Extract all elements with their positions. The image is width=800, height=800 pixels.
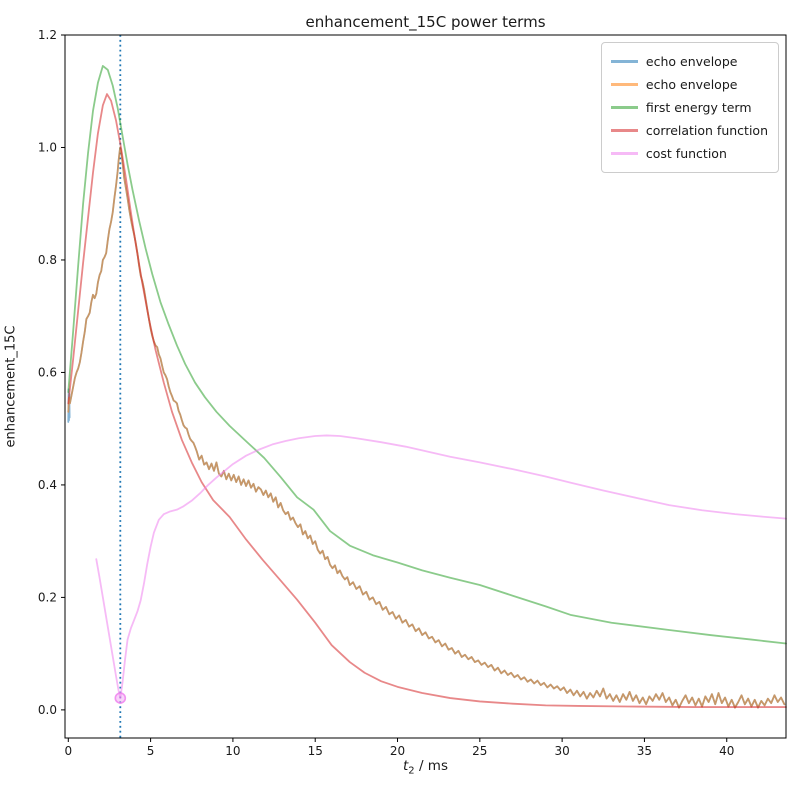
x-axis-label: t2 / ms — [65, 758, 786, 777]
legend-line-swatch — [610, 129, 638, 132]
y-tick-label: 0.6 — [38, 365, 57, 379]
legend-line-swatch — [610, 60, 638, 63]
cost-minimum-marker — [114, 692, 127, 704]
legend-entry-echo-envelope-2: echo envelope — [610, 73, 768, 96]
x-axis-label-symbol: t — [403, 758, 409, 774]
legend: echo envelope echo envelope first energy… — [600, 42, 779, 173]
y-axis-label: enhancement_15C — [3, 325, 19, 448]
x-tick-label: 25 — [472, 744, 487, 758]
x-tick-label: 35 — [637, 744, 652, 758]
x-tick-label: 40 — [719, 744, 734, 758]
legend-label: echo envelope — [645, 77, 738, 92]
x-tick-label: 20 — [390, 744, 405, 758]
x-tick-label: 10 — [225, 744, 240, 758]
y-tick-label: 1.0 — [38, 140, 57, 154]
legend-label: correlation function — [645, 123, 768, 138]
axes-spines — [64, 34, 787, 739]
legend-label: cost function — [645, 146, 727, 161]
legend-entry-cost-function: cost function — [610, 142, 768, 165]
legend-label: first energy term — [645, 100, 752, 115]
series-line-echo-envelope-0 — [67, 146, 786, 709]
series-line-cost-function-4 — [95, 434, 787, 699]
chart-title: enhancement_15C power terms — [305, 13, 546, 31]
y-tick-label: 1.2 — [38, 28, 57, 42]
legend-entry-correlation-function: correlation function — [610, 119, 768, 142]
y-tick-label: 0.0 — [38, 703, 57, 717]
y-tick-label: 0.4 — [38, 478, 57, 492]
series-line-first-energy-term-2 — [67, 65, 787, 645]
legend-line-swatch — [610, 83, 638, 86]
legend-entry-first-energy-term: first energy term — [610, 96, 768, 119]
x-axis-label-unit: / ms — [414, 758, 448, 774]
x-tick-label: 15 — [308, 744, 323, 758]
legend-line-swatch — [610, 106, 638, 109]
x-tick-label: 30 — [554, 744, 569, 758]
series-line-correlation-function-3 — [67, 93, 787, 708]
x-axis-label-subscript: 2 — [408, 765, 415, 777]
series-line-echo-envelope-1 — [67, 146, 786, 709]
y-tick-label: 0.8 — [38, 253, 57, 267]
x-tick-label: 5 — [147, 744, 155, 758]
y-tick-label: 0.2 — [38, 590, 57, 604]
legend-entry-echo-envelope-1: echo envelope — [610, 50, 768, 73]
legend-label: echo envelope — [645, 54, 738, 69]
legend-line-swatch — [610, 152, 638, 155]
x-tick-label: 0 — [64, 744, 72, 758]
